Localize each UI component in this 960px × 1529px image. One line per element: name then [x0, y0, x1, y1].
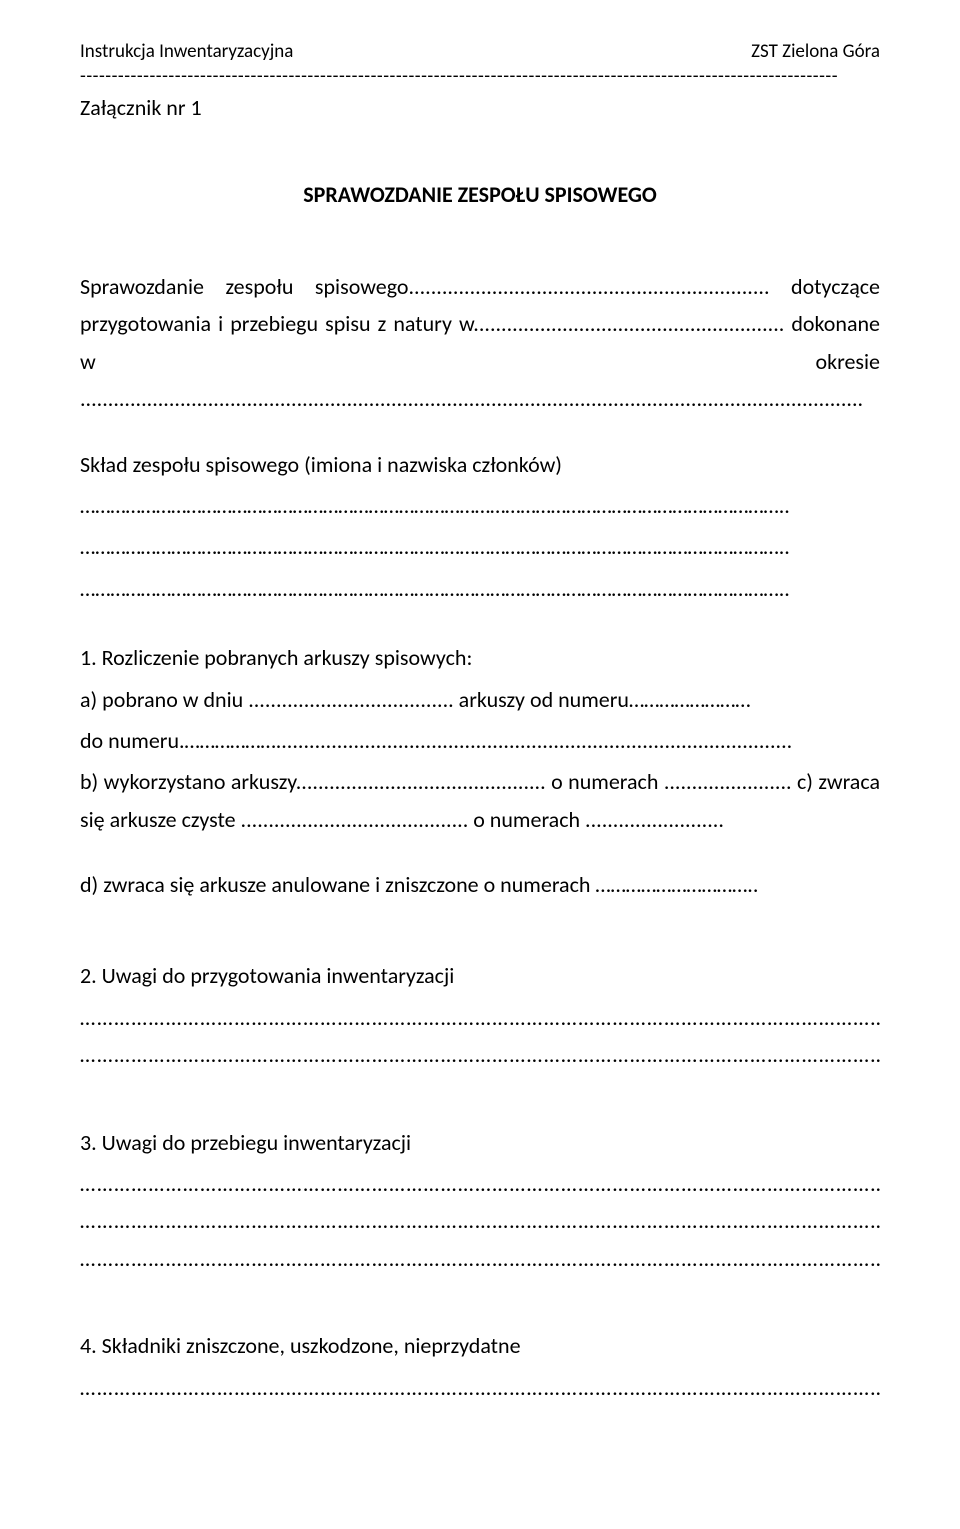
section-3-line-2: ……………………………………………………………………………………………………………	[80, 1202, 880, 1239]
section-1-a: a) pobrano w dniu ......................…	[80, 681, 880, 718]
blank-line-2: ……………………………………………………………………………………………………………	[80, 528, 880, 565]
attachment-label: Załącznik nr 1	[80, 94, 880, 121]
section-1-title: 1. Rozliczenie pobranych arkuszy spisowy…	[80, 639, 880, 676]
document-page: Instrukcja Inwentaryzacyjna ZST Zielona …	[0, 0, 960, 1529]
intro-paragraph: Sprawozdanie zespołu spisowego..........…	[80, 268, 880, 418]
section-3-line-3: ……………………………………………………………………………………………………………	[80, 1240, 880, 1277]
blank-line-3: ……………………………………………………………………………………………………………	[80, 570, 880, 607]
header-right: ZST Zielona Góra	[751, 40, 880, 63]
section-2-line-1: ……………………………………………………………………………………………………………	[80, 999, 880, 1036]
blank-line-1: ……………………………………………………………………………………………………………	[80, 487, 880, 524]
section-1-d: d) zwraca się arkusze anulowane i zniszc…	[80, 866, 880, 903]
team-label: Skład zespołu spisowego (imiona i nazwis…	[80, 446, 880, 483]
header-separator: ----------------------------------------…	[80, 65, 880, 88]
section-2-title: 2. Uwagi do przygotowania inwentaryzacji	[80, 957, 880, 994]
section-4-title: 4. Składniki zniszczone, uszkodzone, nie…	[80, 1327, 880, 1364]
document-title: SPRAWOZDANIE ZESPOŁU SPISOWEGO	[80, 181, 880, 208]
section-1-bc: b) wykorzystano arkuszy.................…	[80, 763, 880, 838]
page-header: Instrukcja Inwentaryzacyjna ZST Zielona …	[80, 40, 880, 63]
header-left: Instrukcja Inwentaryzacyjna	[80, 40, 293, 63]
section-4-line-1: ……………………………………………………………………………………………………………	[80, 1369, 880, 1406]
section-3-line-1: ……………………………………………………………………………………………………………	[80, 1165, 880, 1202]
section-1-a-cont: do numeru.………………........................…	[80, 722, 880, 759]
section-3-title: 3. Uwagi do przebiegu inwentaryzacji	[80, 1124, 880, 1161]
section-2-line-2: ……………………………………………………………………………………………………………	[80, 1036, 880, 1073]
